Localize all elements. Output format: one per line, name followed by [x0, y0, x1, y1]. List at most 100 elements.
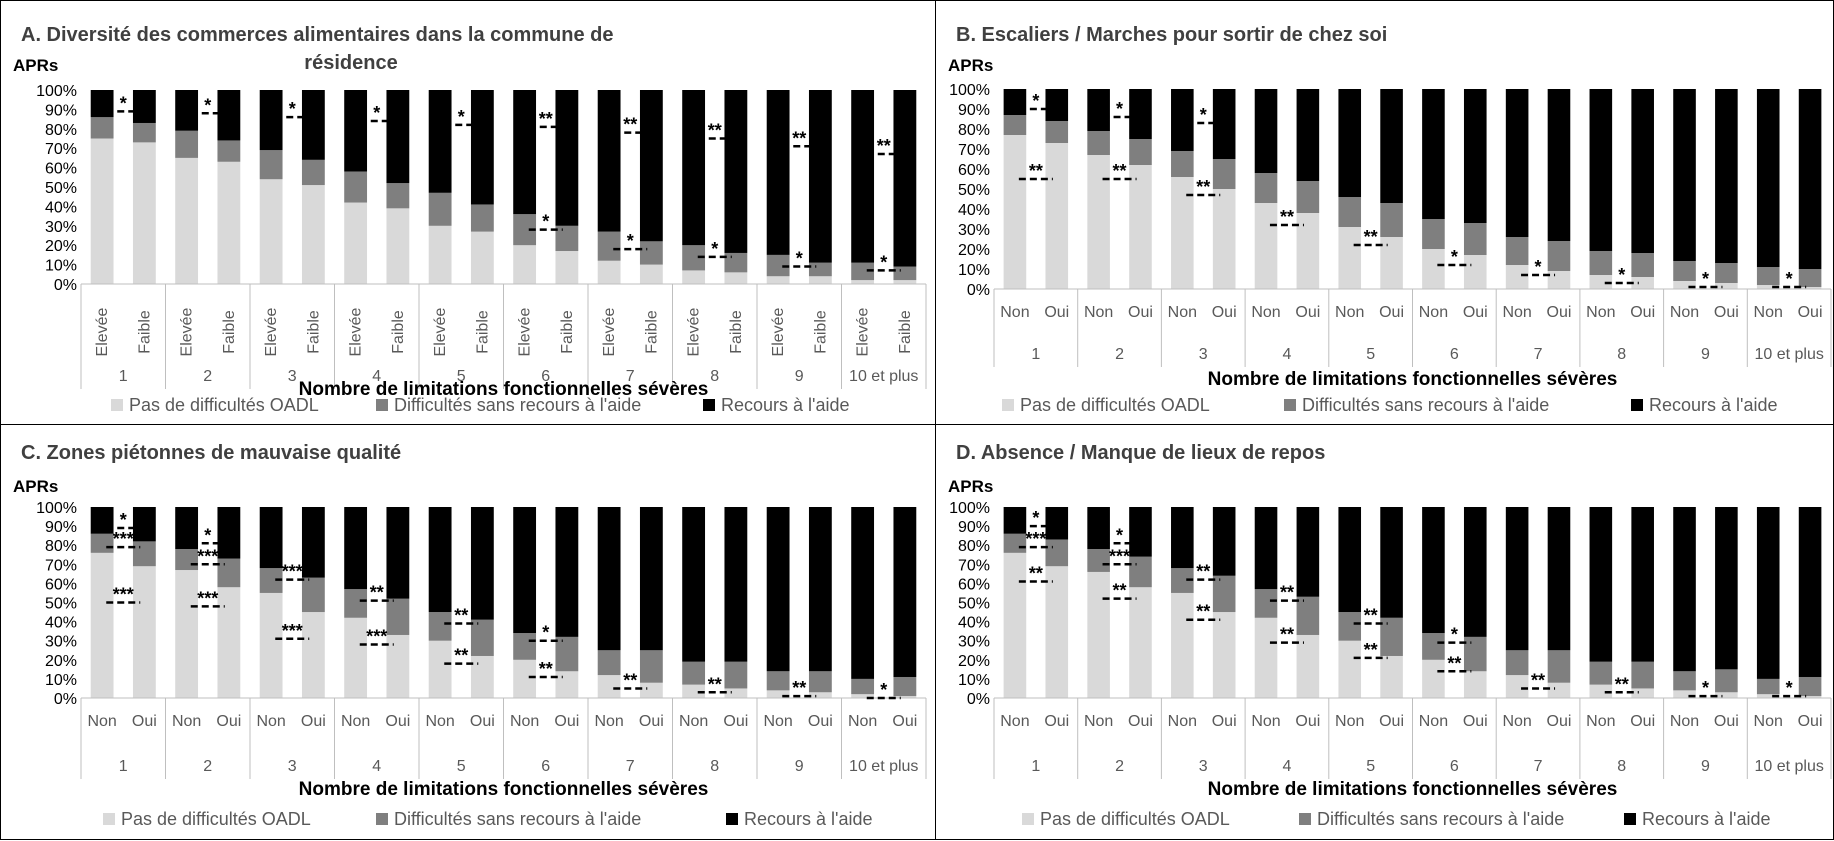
- x-group-label: 1: [1031, 758, 1040, 775]
- bar-segment-pas-de-difficultes: [682, 684, 706, 698]
- x-group-label: 10 et plus: [1754, 758, 1823, 775]
- bar-segment-pas-de-difficultes: [597, 675, 621, 698]
- x-category-label: Oui: [723, 713, 748, 730]
- bar-segment-difficultes-sans-aide: [1756, 267, 1780, 285]
- bar-segment-pas-de-difficultes: [175, 570, 199, 698]
- y-axis-label: APRs: [948, 477, 993, 496]
- significance-label: *: [880, 680, 887, 700]
- x-category-label: Non: [1251, 304, 1280, 321]
- x-group-label: 5: [1366, 758, 1375, 775]
- significance-label: *: [1786, 269, 1793, 289]
- bar-segment-recours-aide: [1798, 89, 1822, 269]
- significance-label: *: [1451, 625, 1458, 645]
- legend-swatch: [111, 399, 123, 411]
- significance-label: ***: [282, 562, 303, 582]
- legend-entry: Recours à l'aide: [721, 395, 850, 415]
- bar-segment-difficultes-sans-aide: [1380, 617, 1403, 656]
- bar-segment-recours-aide: [808, 90, 832, 263]
- x-category-label: Elevée: [179, 307, 196, 356]
- x-category-label: Oui: [1044, 304, 1069, 321]
- x-group-label: 9: [1701, 758, 1710, 775]
- bar-segment-recours-aide: [1589, 89, 1613, 251]
- significance-label: *: [1032, 508, 1039, 528]
- bar-segment-recours-aide: [1505, 507, 1529, 651]
- bar-segment-difficultes-sans-aide: [470, 204, 494, 232]
- bar-segment-difficultes-sans-aide: [1087, 549, 1110, 572]
- x-category-label: Elevée: [855, 307, 872, 356]
- bar-segment-difficultes-sans-aide: [1129, 556, 1152, 588]
- x-group-label: 1: [1031, 346, 1040, 363]
- significance-label: *: [627, 231, 634, 251]
- x-category-label: Non: [1502, 304, 1531, 321]
- bar-segment-recours-aide: [766, 90, 790, 255]
- panel-d-lieux-de-repos: D. Absence / Manque de lieux de repos APR…: [935, 424, 1834, 840]
- bar-segment-difficultes-sans-aide: [344, 171, 368, 203]
- bar-segment-pas-de-difficultes: [428, 640, 452, 698]
- x-category-label: Elevée: [601, 307, 618, 356]
- x-group-label: 8: [710, 368, 719, 385]
- significance-label: **: [1029, 563, 1043, 583]
- legend-swatch: [703, 399, 715, 411]
- bar-segment-difficultes-sans-aide: [1422, 633, 1445, 660]
- bar-segment-recours-aide: [1547, 89, 1571, 241]
- x-group-label: 9: [795, 368, 804, 385]
- legend-entry: Difficultés sans recours à l'aide: [394, 809, 641, 829]
- bar-segment-pas-de-difficultes: [1296, 213, 1320, 289]
- x-category-label: Elevée: [432, 307, 449, 356]
- significance-label: ***: [366, 627, 387, 647]
- y-tick-label: 40%: [45, 615, 77, 632]
- bar-segment-pas-de-difficultes: [259, 592, 283, 698]
- x-category-label: Oui: [301, 713, 326, 730]
- bar-segment-pas-de-difficultes: [1547, 271, 1571, 289]
- bar-segment-recours-aide: [682, 507, 706, 662]
- bar-segment-recours-aide: [1463, 507, 1487, 637]
- significance-label: *: [1702, 269, 1709, 289]
- x-group-label: 2: [1115, 346, 1124, 363]
- chart-title-line-2: résidence: [304, 52, 397, 74]
- x-category-label: Elevée: [686, 307, 703, 356]
- bar-segment-pas-de-difficultes: [1380, 237, 1403, 289]
- y-tick-label: 40%: [958, 615, 990, 632]
- bar-segment-difficultes-sans-aide: [1171, 568, 1194, 593]
- x-group-label: 9: [1701, 346, 1710, 363]
- bar-segment-recours-aide: [1422, 89, 1445, 219]
- y-tick-label: 90%: [958, 102, 990, 119]
- bar-segment-difficultes-sans-aide: [1254, 589, 1278, 618]
- bar-segment-difficultes-sans-aide: [513, 633, 537, 660]
- bar-segment-difficultes-sans-aide: [259, 568, 283, 593]
- bar-segment-difficultes-sans-aide: [1505, 650, 1529, 676]
- x-category-label: Oui: [1128, 304, 1153, 321]
- bar-segment-difficultes-sans-aide: [259, 150, 283, 180]
- bar-segment-pas-de-difficultes: [1589, 275, 1613, 289]
- bar-segment-difficultes-sans-aide: [555, 225, 579, 252]
- bar-segment-recours-aide: [1003, 89, 1027, 115]
- bar-segment-pas-de-difficultes: [1463, 255, 1487, 289]
- y-tick-label: 10%: [958, 672, 990, 689]
- bar-segment-difficultes-sans-aide: [90, 117, 114, 139]
- bar-segment-pas-de-difficultes: [1589, 684, 1613, 698]
- bar-segment-pas-de-difficultes: [724, 272, 748, 284]
- x-category-label: Non: [1670, 713, 1699, 730]
- y-tick-label: 40%: [45, 199, 77, 216]
- bar-segment-pas-de-difficultes: [1756, 285, 1780, 289]
- bar-segment-recours-aide: [132, 507, 156, 542]
- chart-svg: B. Escaliers / Marches pour sortir de ch…: [948, 24, 1832, 415]
- significance-label: **: [454, 646, 468, 666]
- panel-a-commerces: A. Diversité des commerces alimentaires …: [0, 0, 937, 426]
- x-category-label: Non: [1084, 304, 1113, 321]
- bar-segment-pas-de-difficultes: [1045, 566, 1069, 698]
- bar-segment-pas-de-difficultes: [175, 157, 199, 284]
- bar-segment-pas-de-difficultes: [1422, 659, 1445, 698]
- legend-entry: Pas de difficultés OADL: [129, 395, 319, 415]
- x-category-label: Elevée: [770, 307, 787, 356]
- x-category-label: Non: [1335, 713, 1364, 730]
- legend-entry: Difficultés sans recours à l'aide: [394, 395, 641, 415]
- bar-segment-recours-aide: [1338, 89, 1362, 197]
- x-group-label: 2: [1115, 758, 1124, 775]
- x-axis-title: Nombre de limitations fonctionnelles sév…: [1208, 369, 1618, 390]
- bar-segment-pas-de-difficultes: [1798, 287, 1822, 289]
- bar-segment-difficultes-sans-aide: [1380, 203, 1403, 237]
- x-category-label: Faible: [305, 310, 322, 354]
- bar-segment-pas-de-difficultes: [217, 587, 241, 698]
- significance-label: **: [539, 109, 553, 129]
